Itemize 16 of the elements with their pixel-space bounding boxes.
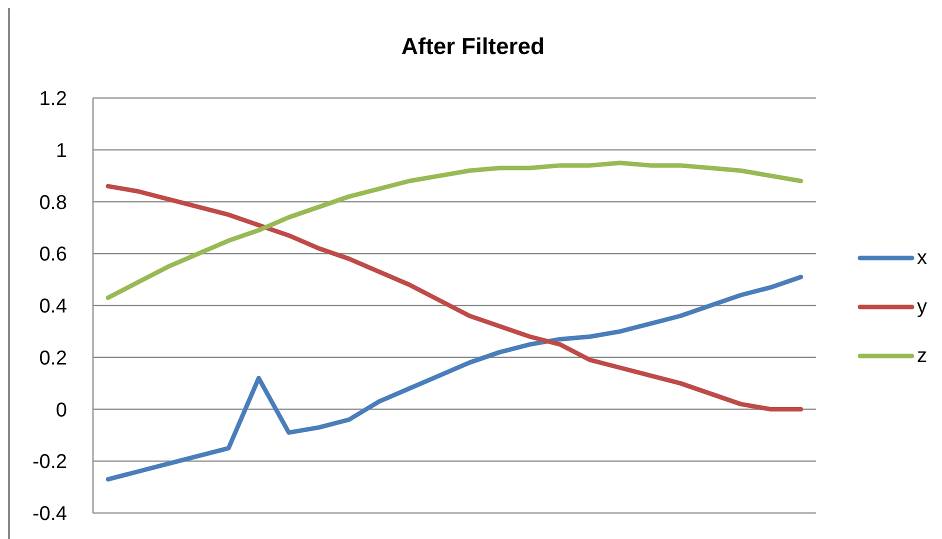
y-tick-label: 0.6 — [39, 244, 67, 266]
line-series — [106, 184, 804, 412]
line-series — [106, 160, 804, 300]
y-tick-label: 1 — [56, 140, 67, 162]
y-tick-label: -0.4 — [32, 503, 67, 526]
y-tick-label: 0.4 — [39, 296, 67, 318]
legend-label: x — [917, 246, 927, 268]
line-series — [106, 274, 804, 482]
legend-label: y — [917, 296, 927, 318]
legend-label: z — [917, 344, 927, 366]
y-tick-label: 0 — [56, 399, 67, 422]
y-tick-label: 0.2 — [39, 347, 67, 370]
y-tick-label: -0.2 — [32, 451, 67, 474]
y-tick-label: 1.2 — [39, 88, 67, 110]
chart-title: After Filtered — [400, 32, 546, 60]
y-tick-label: 0.8 — [39, 192, 67, 214]
